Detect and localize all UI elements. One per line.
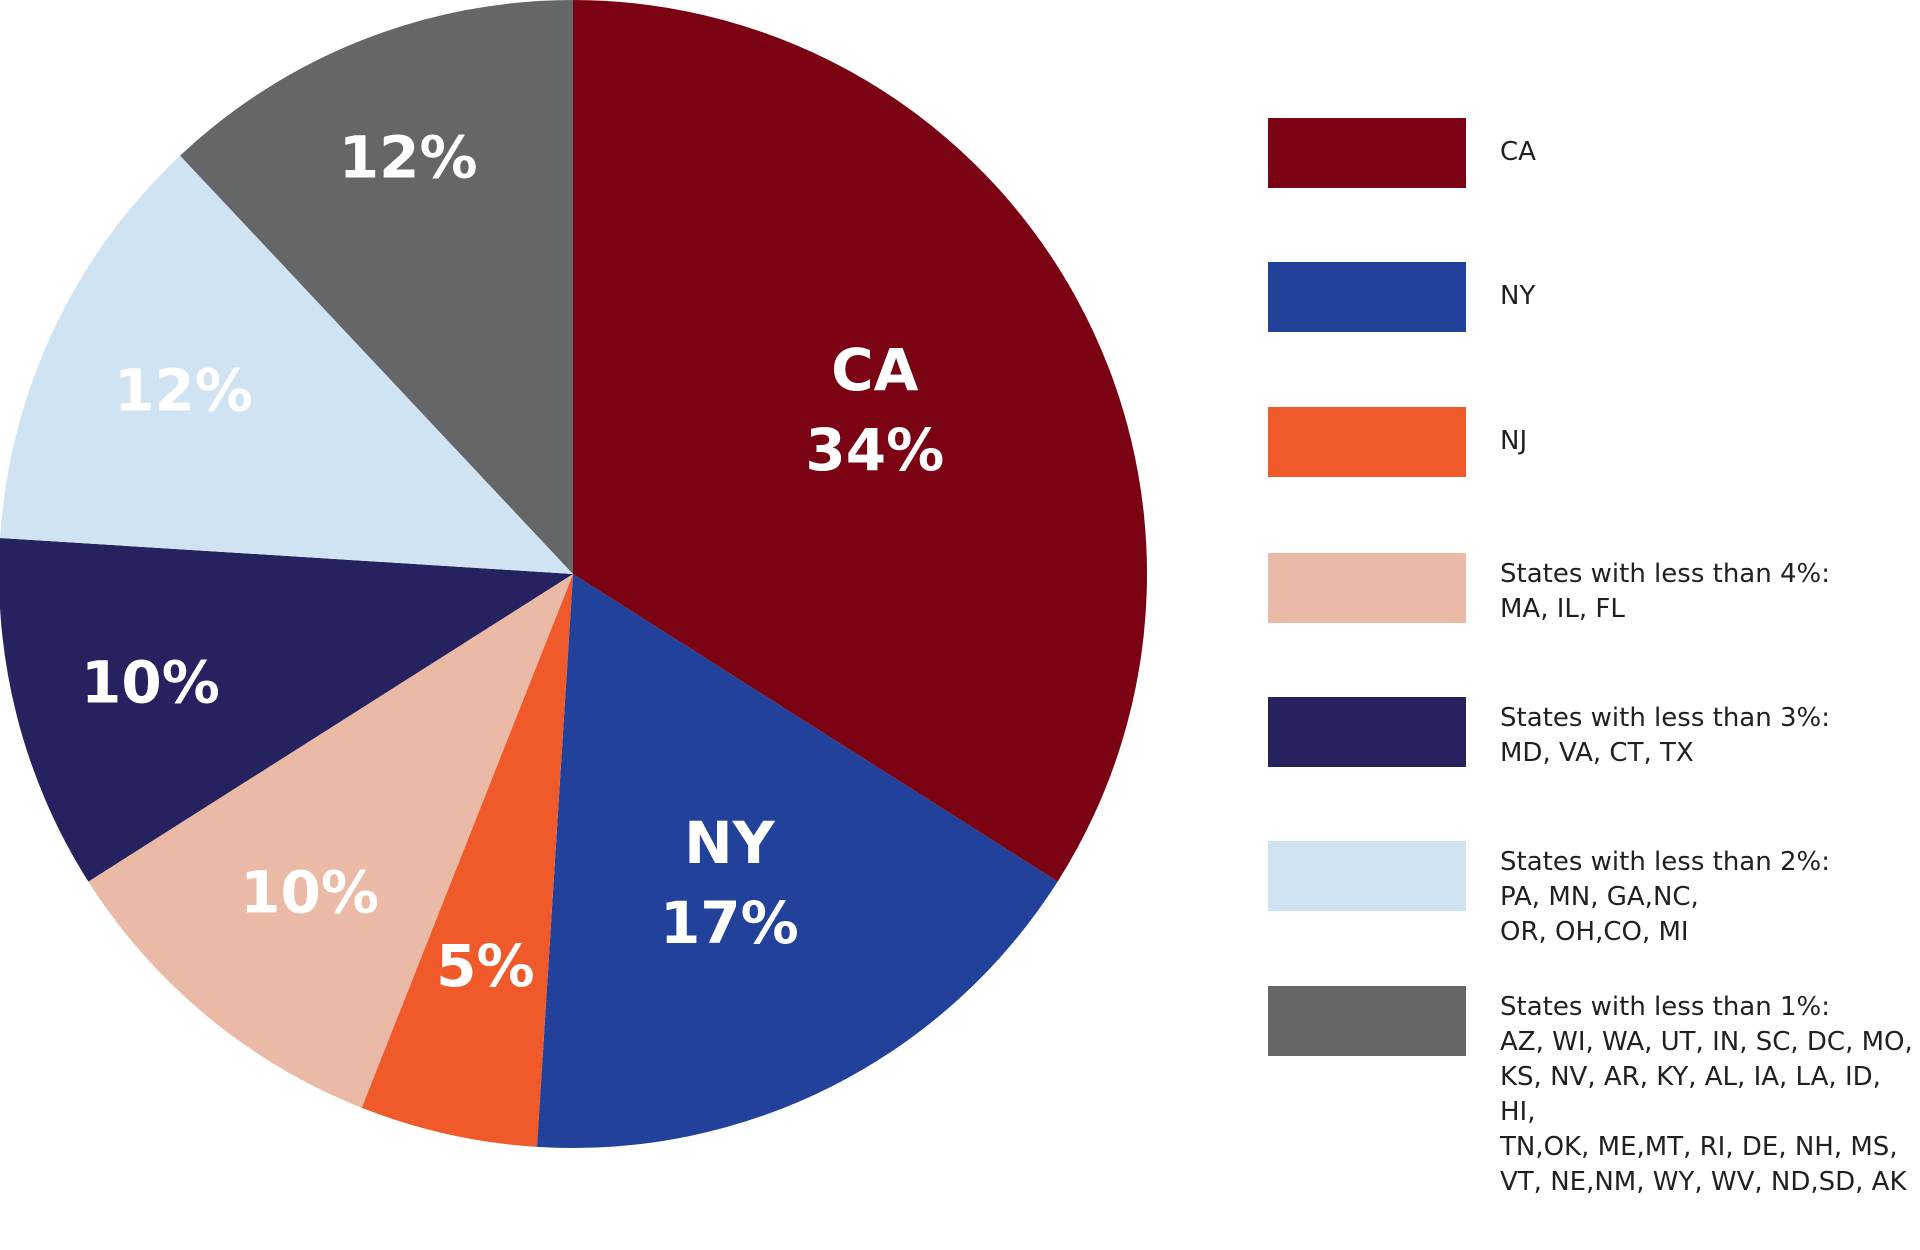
slice-data-label: 12% — [114, 357, 253, 425]
pie-labels: CA 34% NY 17% 5% 10% 10% 12% 12% — [81, 124, 944, 1000]
legend-swatch — [1268, 407, 1466, 477]
slice-data-label: NY 17% — [660, 809, 799, 957]
legend-swatch — [1268, 697, 1466, 767]
legend-label: States with less than 2%: PA, MN, GA,NC,… — [1500, 847, 1830, 947]
legend-swatch — [1268, 262, 1466, 332]
legend-label: States with less than 1%: AZ, WI, WA, UT… — [1500, 992, 1913, 1197]
slice-data-label: CA 34% — [805, 336, 944, 484]
pie-slice-nj — [361, 574, 573, 1147]
legend-label: NJ — [1500, 426, 1528, 456]
pie-slice-ca — [573, 0, 1147, 882]
pie-slice-states-with-less-than-3- — [0, 537, 573, 882]
pie-slice-states-with-less-than-1- — [180, 0, 574, 574]
legend: CA NY NJ States with less than 4%: MA, IL, … — [1268, 0, 1920, 1250]
legend-label: States with less than 3%: MD, VA, CT, TX — [1500, 703, 1830, 768]
pie-slice-states-with-less-than-2- — [0, 155, 574, 574]
legend-swatch — [1268, 841, 1466, 911]
legend-label: States with less than 4%: MA, IL, FL — [1500, 559, 1830, 624]
pie-slices — [0, 0, 1147, 1148]
legend-label: CA — [1500, 137, 1536, 167]
pie-slice-ny — [536, 574, 1058, 1148]
slice-data-label: 10% — [240, 858, 379, 926]
legend-swatch — [1268, 118, 1466, 188]
legend-label: NY — [1500, 281, 1536, 311]
legend-swatch — [1268, 986, 1466, 1056]
slice-data-label: 12% — [339, 124, 478, 192]
slice-data-label: 10% — [81, 648, 220, 716]
legend-swatch — [1268, 553, 1466, 623]
slice-data-label: 5% — [436, 932, 534, 1000]
pie-slice-states-with-less-than-4- — [88, 574, 573, 1108]
pie-chart: CA 34% NY 17% 5% 10% 10% 12% 12% — [0, 0, 1147, 1148]
